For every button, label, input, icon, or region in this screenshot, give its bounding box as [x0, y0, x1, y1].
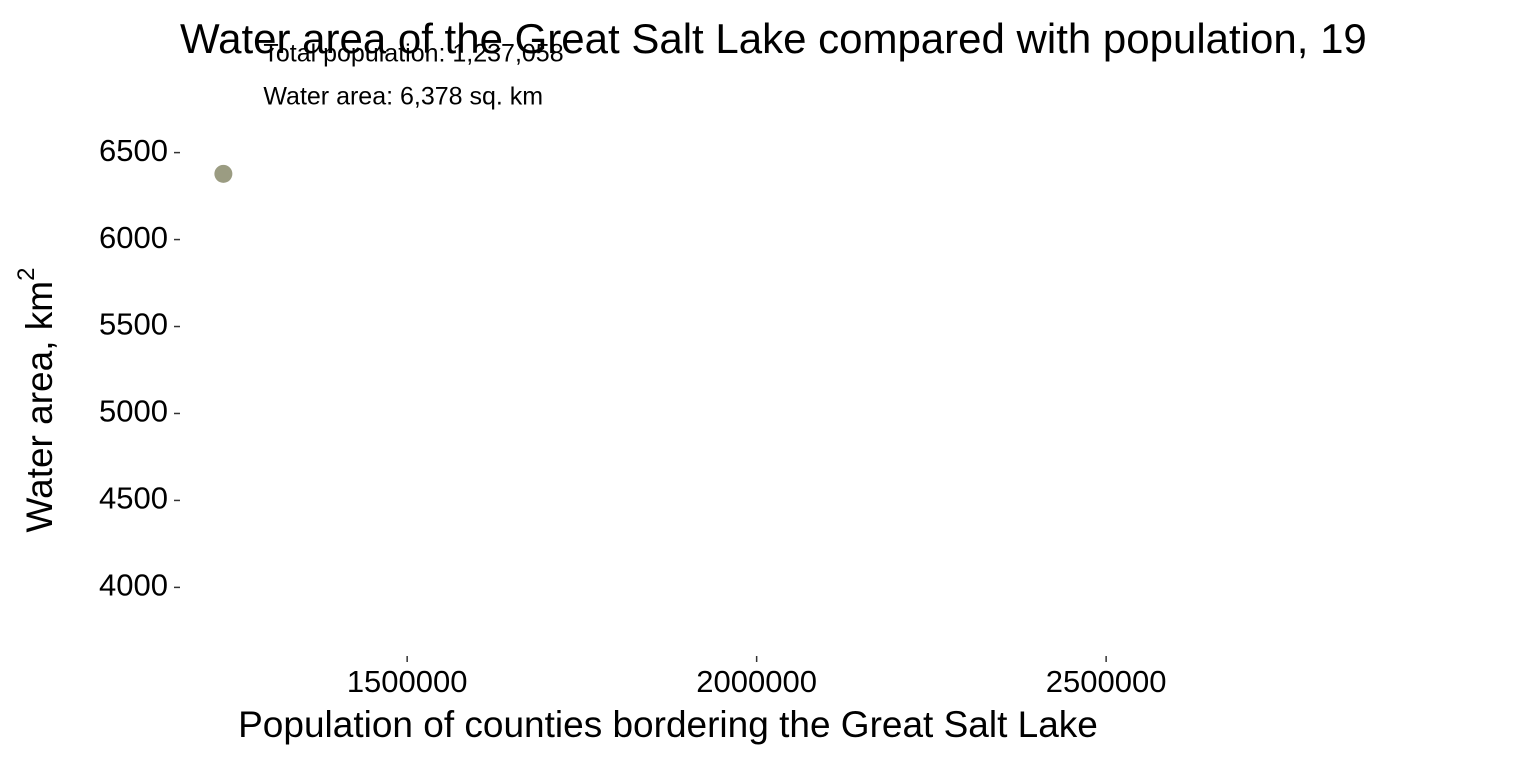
- x-axis-title: Population of counties bordering the Gre…: [238, 704, 1098, 745]
- y-tick-label: 5000: [99, 394, 168, 429]
- y-axis-title-superscript: 2: [13, 268, 40, 281]
- point: [214, 164, 233, 183]
- annotation: Total population: 1,237,058: [263, 39, 563, 67]
- y-tick-label: 6000: [99, 220, 168, 255]
- x-tick-label: 1500000: [347, 664, 468, 699]
- y-tick-label: 6500: [99, 133, 168, 168]
- y-tick-label: 4500: [99, 481, 168, 516]
- y-axis-title: Water area, km2: [13, 268, 59, 533]
- chart-title: Water area of the Great Salt Lake compar…: [180, 15, 1367, 62]
- y-axis-title-text: Water area, km: [19, 281, 60, 533]
- x-tick-label: 2500000: [1046, 664, 1167, 699]
- x-tick-label: 2000000: [696, 664, 817, 699]
- annotation: Water area: 6,378 sq. km: [263, 82, 543, 110]
- y-tick-label: 4000: [99, 568, 168, 603]
- y-tick-label: 5500: [99, 307, 168, 342]
